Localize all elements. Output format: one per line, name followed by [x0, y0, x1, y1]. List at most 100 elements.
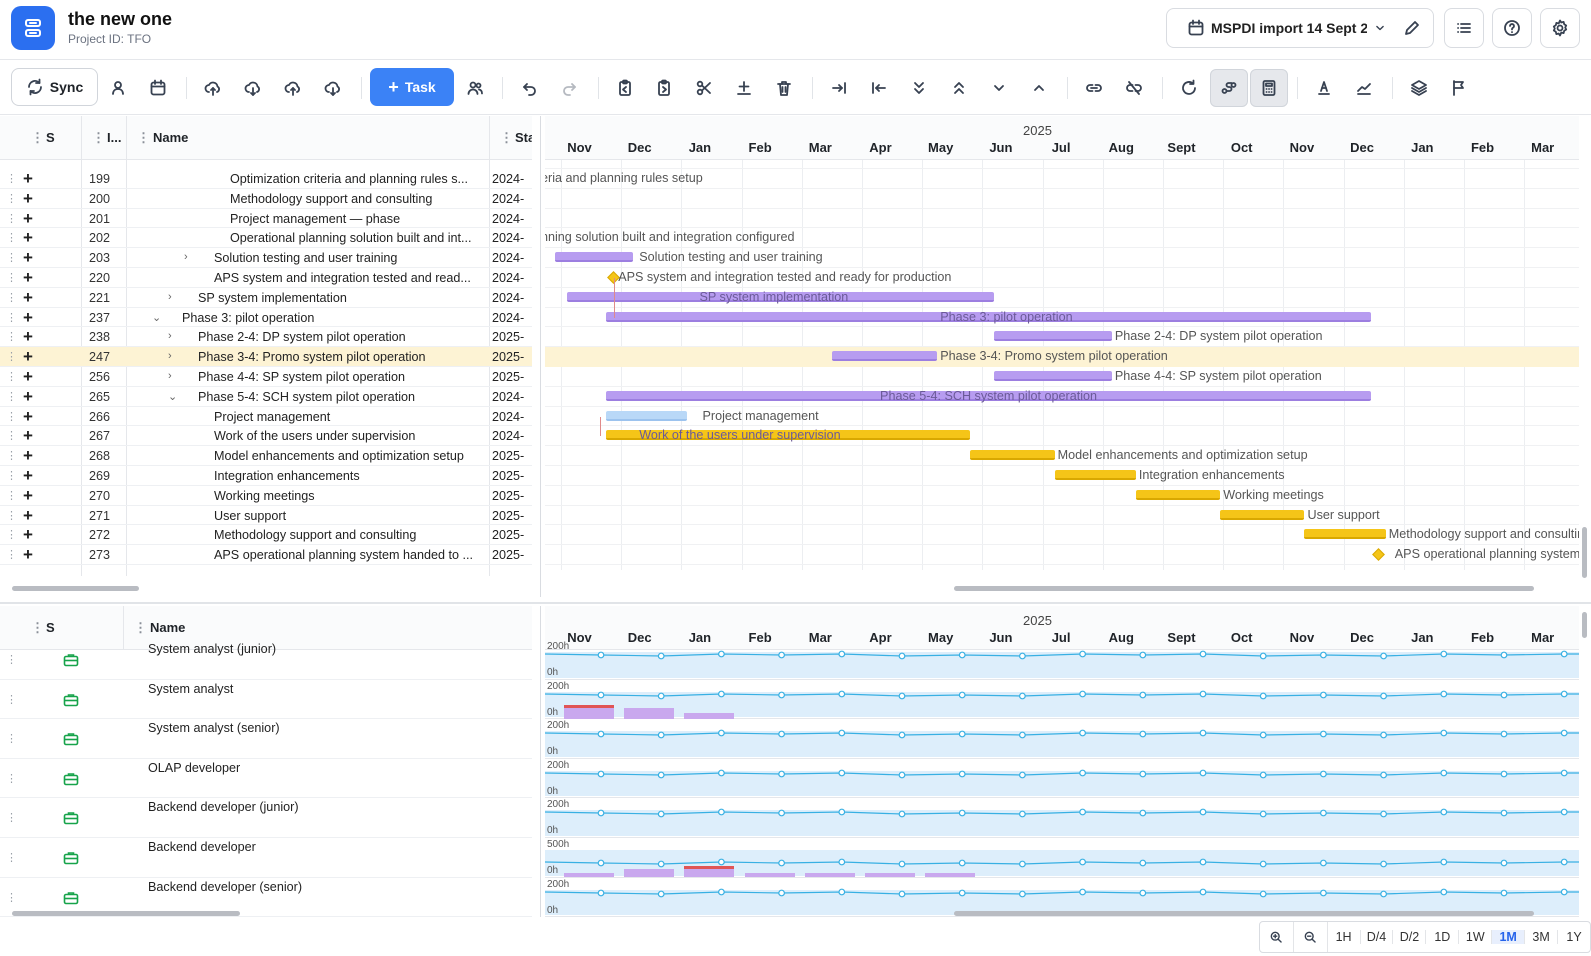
gantt-bar[interactable]: [994, 371, 1112, 381]
row-drag-handle[interactable]: ⋮: [6, 351, 17, 364]
column-header-name[interactable]: Name: [153, 130, 189, 145]
add-subtask-icon[interactable]: +: [23, 169, 33, 188]
app-logo[interactable]: [11, 6, 55, 50]
chevron-right-icon[interactable]: ›: [168, 290, 172, 303]
column-header-name[interactable]: Name: [150, 620, 186, 635]
column-header-start[interactable]: Sta: [515, 130, 532, 145]
add-subtask-icon[interactable]: +: [23, 446, 33, 466]
task-row[interactable]: ⋮ +271 User support 2025-: [0, 506, 532, 526]
resource-row[interactable]: ⋮ Backend developer (junior): [0, 798, 532, 838]
help-button[interactable]: [1492, 8, 1532, 48]
zoom-option-d-2[interactable]: D/2: [1393, 930, 1427, 944]
outdent-button[interactable]: [860, 69, 898, 107]
histogram-horizontal-scrollbar[interactable]: [954, 911, 1534, 916]
settings-button[interactable]: [1540, 8, 1580, 48]
task-row[interactable]: ⋮ +268 Model enhancements and optimization…: [0, 446, 532, 466]
collapse-all-button[interactable]: [940, 69, 978, 107]
resource-row[interactable]: ⋮ System analyst (junior): [0, 640, 532, 680]
insert-row-button[interactable]: [725, 69, 763, 107]
task-row[interactable]: ⋮ +238 › Phase 2-4: DP system pilot operati…: [0, 327, 532, 348]
row-drag-handle[interactable]: ⋮: [6, 772, 17, 785]
milestone-flag-button[interactable]: [1440, 69, 1478, 107]
gantt-bar[interactable]: [567, 291, 995, 302]
add-subtask-icon[interactable]: +: [23, 505, 33, 525]
cloud-download-alt-button[interactable]: [314, 69, 352, 107]
gantt-bar[interactable]: [970, 450, 1055, 461]
task-row[interactable]: ⋮ +199 Optimization criteria and planning …: [0, 169, 532, 189]
resource-row[interactable]: ⋮ Backend developer: [0, 838, 532, 878]
row-drag-handle[interactable]: ⋮: [6, 812, 17, 825]
add-subtask-icon[interactable]: +: [23, 386, 33, 406]
row-drag-handle[interactable]: ⋮: [6, 173, 17, 185]
chevron-right-icon[interactable]: ›: [168, 370, 172, 382]
gantt-bar[interactable]: [831, 351, 938, 362]
layers-button[interactable]: [1400, 69, 1438, 107]
undo-button[interactable]: [510, 69, 548, 107]
task-row[interactable]: ⋮ +270 Working meetings 2025-: [0, 486, 532, 506]
add-subtask-icon[interactable]: +: [23, 248, 33, 268]
add-subtask-icon[interactable]: +: [23, 188, 33, 208]
row-drag-handle[interactable]: ⋮: [6, 489, 17, 502]
column-drag-handle[interactable]: ⋮: [92, 130, 105, 145]
collapse-button[interactable]: [1020, 69, 1058, 107]
row-drag-handle[interactable]: ⋮: [6, 410, 17, 423]
row-drag-handle[interactable]: ⋮: [6, 693, 17, 706]
row-drag-handle[interactable]: ⋮: [6, 331, 17, 344]
add-subtask-icon[interactable]: +: [23, 426, 33, 446]
add-subtask-icon[interactable]: +: [23, 287, 33, 307]
row-drag-handle[interactable]: ⋮: [6, 450, 17, 463]
task-row[interactable]: ⋮ +266 Project management 2024-: [0, 407, 532, 427]
row-drag-handle[interactable]: ⋮: [6, 509, 17, 522]
task-row[interactable]: ⋮ +221 › SP system implementation 2024-: [0, 288, 532, 308]
chevron-right-icon[interactable]: ›: [184, 251, 188, 264]
chevron-down-icon[interactable]: ⌄: [168, 390, 178, 403]
column-header-status[interactable]: S: [46, 620, 55, 635]
pane-splitter[interactable]: [0, 602, 1591, 604]
task-row[interactable]: ⋮ +273 APS operational planning system han…: [0, 545, 532, 565]
add-subtask-icon[interactable]: +: [23, 406, 33, 426]
gantt-bar[interactable]: [606, 430, 971, 441]
add-subtask-icon[interactable]: +: [23, 327, 33, 347]
cloud-upload-button[interactable]: [194, 69, 232, 107]
gantt-bar[interactable]: [606, 390, 1371, 401]
chevron-right-icon[interactable]: ›: [168, 330, 172, 343]
milestone-diamond[interactable]: [1371, 548, 1385, 562]
row-drag-handle[interactable]: ⋮: [6, 272, 17, 284]
resource-assign-button[interactable]: [100, 69, 138, 107]
row-drag-handle[interactable]: ⋮: [6, 232, 17, 245]
cut-button[interactable]: [685, 69, 723, 107]
row-drag-handle[interactable]: ⋮: [6, 852, 17, 864]
add-subtask-icon[interactable]: +: [23, 466, 33, 485]
resource-horizontal-scrollbar[interactable]: [12, 911, 240, 916]
gantt-bar[interactable]: [1054, 470, 1136, 480]
row-drag-handle[interactable]: ⋮: [6, 549, 17, 562]
resource-row[interactable]: ⋮ OLAP developer: [0, 759, 532, 799]
row-drag-handle[interactable]: ⋮: [6, 311, 17, 324]
gantt-bar[interactable]: [1135, 489, 1221, 500]
column-header-status[interactable]: S: [46, 130, 55, 145]
resource-row[interactable]: ⋮ Backend developer (senior): [0, 878, 532, 917]
row-drag-handle[interactable]: ⋮: [6, 291, 17, 304]
add-subtask-icon[interactable]: +: [23, 347, 33, 367]
task-row[interactable]: ⋮ +267 Work of the users under supervision…: [0, 426, 532, 447]
sync-button[interactable]: Sync: [11, 68, 98, 106]
zoom-in-button[interactable]: [1260, 922, 1294, 952]
task-row[interactable]: ⋮ +247 › Phase 3-4: Promo system pilot oper…: [0, 347, 532, 367]
zoom-option-1h[interactable]: 1H: [1328, 930, 1361, 944]
progress-line-button[interactable]: [1345, 69, 1383, 107]
add-subtask-icon[interactable]: +: [23, 268, 33, 287]
row-drag-handle[interactable]: ⋮: [6, 470, 17, 482]
task-row[interactable]: ⋮ +220 APS system and integration tested a…: [0, 268, 532, 288]
chevron-down-icon[interactable]: ⌄: [152, 311, 162, 324]
column-drag-handle[interactable]: ⋮: [31, 620, 44, 635]
row-drag-handle[interactable]: ⋮: [6, 192, 17, 205]
resource-row[interactable]: ⋮ System analyst (senior): [0, 719, 532, 759]
task-row[interactable]: ⋮ +265 ⌄ Phase 5-4: SCH system pilot operat…: [0, 387, 532, 407]
column-drag-handle[interactable]: ⋮: [31, 130, 44, 145]
add-subtask-icon[interactable]: +: [23, 307, 33, 327]
gantt-bar[interactable]: [606, 410, 688, 421]
calendar-button[interactable]: [139, 69, 177, 107]
gantt-bar[interactable]: [994, 331, 1112, 342]
row-drag-handle[interactable]: ⋮: [6, 212, 17, 225]
team-button[interactable]: [456, 69, 494, 107]
